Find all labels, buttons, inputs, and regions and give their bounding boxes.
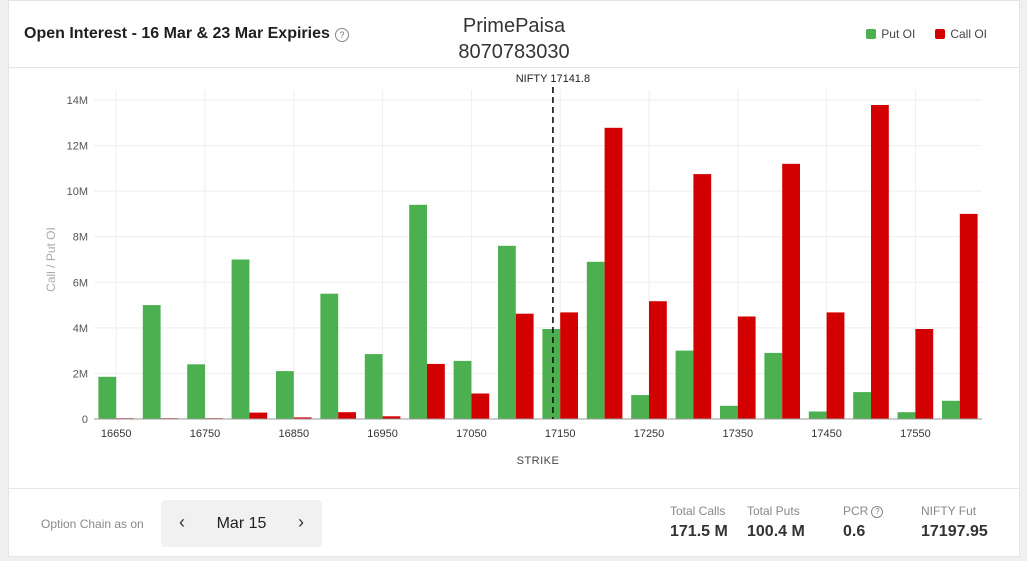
legend-item-call[interactable]: Call OI [935, 27, 987, 41]
open-interest-card: Open Interest - 16 Mar & 23 Mar Expiries… [8, 0, 1020, 557]
put-oi-bar [542, 329, 561, 419]
call-oi-bar [515, 313, 534, 419]
call-oi-bar [959, 213, 978, 419]
date-selector: ‹ Mar 15 › [161, 500, 322, 547]
x-tick-label: 17150 [545, 428, 576, 440]
call-oi-bar [249, 412, 268, 419]
x-tick-label: 16850 [279, 428, 310, 440]
call-oi-bar [737, 316, 756, 419]
put-oi-bar [187, 364, 205, 419]
x-tick-label: 17250 [634, 428, 665, 440]
stat-label-total-calls: Total Calls [670, 504, 726, 518]
x-tick-label: 17050 [456, 428, 487, 440]
y-tick-label: 6M [73, 277, 88, 289]
call-oi-bar [427, 363, 445, 419]
call-oi-bar [826, 312, 845, 419]
stat-label-nifty-fut: NIFTY Fut [921, 504, 977, 518]
y-tick-label: 10M [67, 186, 88, 198]
stat-total-puts: Total Puts 100.4 M [747, 504, 805, 541]
option-chain-label: Option Chain as on [41, 517, 144, 531]
chart-footer: Option Chain as on ‹ Mar 15 › Total Call… [9, 488, 1019, 559]
stat-pcr: PCR? 0.6 [843, 504, 884, 541]
call-oi-bar [915, 329, 934, 419]
stat-value-pcr: 0.6 [843, 523, 866, 540]
y-tick-label: 12M [67, 141, 88, 153]
open-interest-chart: 0 2M 4M 6M 8M 10M 12M 14M 16650 16750 16850 16950 17… [44, 73, 982, 467]
y-tick-label: 4M [73, 323, 88, 335]
call-oi-bar [293, 417, 312, 419]
x-axis-title: STRIKE [517, 455, 560, 467]
y-tick-label: 0 [82, 414, 88, 426]
x-tick-label: 16750 [190, 428, 221, 440]
y-tick-label: 14M [67, 95, 88, 107]
call-oi-bar [471, 393, 490, 419]
x-tick-label: 17350 [723, 428, 754, 440]
call-oi-bar [871, 105, 889, 419]
stat-value-total-calls: 171.5 M [670, 523, 728, 540]
call-oi-bar [604, 127, 623, 420]
x-tick-label: 17550 [900, 428, 931, 440]
put-oi-bar [320, 293, 339, 419]
stat-nifty-fut: NIFTY Fut 17197.95 [921, 504, 988, 541]
pcr-help-icon[interactable]: ? [871, 505, 884, 518]
call-oi-bar [782, 163, 800, 419]
put-oi-bar [98, 376, 117, 419]
put-oi-bar [231, 259, 250, 419]
chart-legend: Put OI Call OI [866, 27, 987, 41]
chevron-left-icon[interactable]: ‹ [179, 512, 185, 532]
x-tick-label: 16950 [367, 428, 398, 440]
grid-layer [94, 90, 982, 420]
put-oi-bar [808, 411, 827, 419]
put-oi-bar [409, 204, 427, 419]
put-oi-bar [276, 371, 294, 419]
put-oi-bar [631, 395, 649, 419]
axis-layer: 0 2M 4M 6M 8M 10M 12M 14M 16650 16750 16850 16950 17… [44, 95, 982, 467]
stat-value-nifty-fut: 17197.95 [921, 523, 988, 540]
call-oi-bar [649, 301, 667, 419]
x-tick-label: 16650 [101, 428, 132, 440]
put-oi-bar [498, 245, 516, 419]
put-oi-bar [675, 350, 694, 419]
chevron-right-icon[interactable]: › [298, 512, 304, 532]
put-oi-bar [897, 412, 916, 419]
chart-header: Open Interest - 16 Mar & 23 Mar Expiries… [9, 1, 1019, 68]
put-oi-bar [720, 405, 738, 419]
nifty-spot-label: NIFTY 17141.8 [516, 73, 590, 85]
y-tick-label: 2M [73, 368, 88, 380]
put-oi-bar [453, 360, 472, 419]
y-tick-label: 8M [73, 232, 88, 244]
put-oi-bar [942, 400, 960, 419]
call-oi-bar [338, 412, 356, 419]
put-oi-bar [853, 392, 871, 419]
stat-label-pcr: PCR [843, 504, 869, 518]
call-oi-bar [560, 312, 578, 419]
legend-swatch-put [866, 29, 877, 39]
legend-label-put: Put OI [881, 27, 916, 41]
stat-value-total-puts: 100.4 M [747, 523, 805, 540]
date-value: Mar 15 [216, 515, 267, 532]
stat-label-pcr-row: PCR? [843, 504, 884, 518]
help-circle-icon[interactable]: ? [335, 28, 349, 42]
put-oi-bar [586, 261, 605, 419]
stat-label-total-puts: Total Puts [747, 504, 800, 518]
legend-swatch-call [935, 29, 946, 39]
reference-layer: NIFTY 17141.8 [516, 73, 590, 419]
put-oi-bar [764, 352, 783, 419]
call-oi-bar [693, 174, 712, 419]
legend-item-put[interactable]: Put OI [866, 27, 915, 41]
y-axis-title: Call / Put OI [44, 227, 58, 292]
call-oi-bar [382, 416, 401, 419]
bars-layer [98, 105, 978, 420]
put-oi-bar [364, 354, 383, 419]
legend-label-call: Call OI [950, 27, 987, 41]
x-tick-label: 17450 [811, 428, 842, 440]
put-oi-bar [142, 305, 161, 419]
stat-total-calls: Total Calls 171.5 M [670, 504, 728, 541]
chart-title: Open Interest - 16 Mar & 23 Mar Expiries [24, 25, 330, 42]
